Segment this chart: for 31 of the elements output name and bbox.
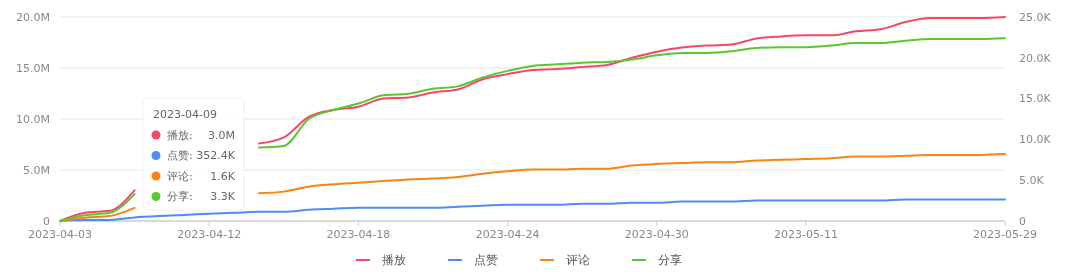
y-tick-label: 20.0M — [16, 10, 50, 24]
annotation: 3.3K — [210, 190, 236, 204]
annotation: 播放: — [167, 128, 193, 142]
x-tick-label: 2023-04-24 — [475, 228, 540, 241]
y-tick-label: 10.0M — [16, 112, 50, 126]
annotation: 1.6K — [210, 169, 236, 183]
legend-label: 评论 — [566, 253, 590, 268]
annotation: 3.0M — [208, 128, 235, 142]
y-tick-label: 15.0M — [16, 61, 50, 75]
y-tick-label: 5.0M — [23, 163, 50, 177]
x-tick-label: 2023-04-18 — [326, 228, 391, 241]
y2-tick-label: 5.0K — [1019, 174, 1045, 188]
annotation: 分享: — [167, 190, 193, 204]
x-tick-label: 2023-04-12 — [177, 228, 242, 241]
x-tick-label: 2023-04-30 — [624, 228, 689, 241]
legend-label: 分享 — [658, 253, 682, 268]
x-tick-label: 2023-05-29 — [973, 228, 1037, 241]
annotation: 评论: — [167, 169, 193, 183]
annotation: 2023-04-09 — [153, 107, 217, 121]
x-tick-label: 2023-04-03 — [28, 228, 92, 241]
annotation: 352.4K — [196, 149, 236, 163]
legend-label: 播放 — [382, 253, 406, 268]
y2-tick-label: 20.0K — [1019, 51, 1052, 65]
x-tick-label: 2023-05-11 — [774, 228, 839, 241]
legend-label: 点赞 — [474, 253, 498, 268]
y2-tick-label: 0 — [1019, 214, 1026, 228]
y2-tick-label: 10.0K — [1019, 133, 1052, 147]
y2-tick-label: 25.0K — [1019, 10, 1052, 24]
annotation: 点赞: — [167, 149, 193, 163]
y-tick-label: 0 — [43, 214, 50, 228]
y2-tick-label: 15.0K — [1019, 92, 1052, 106]
